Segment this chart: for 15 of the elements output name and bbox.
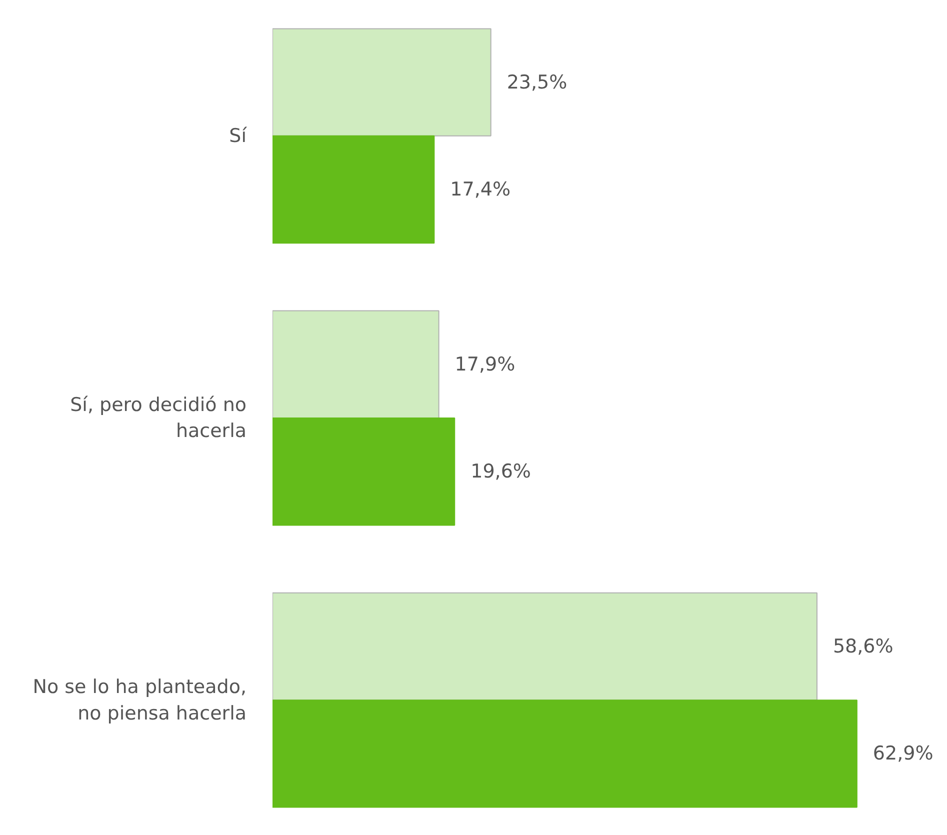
- y-tick-label: Sí: [229, 124, 248, 147]
- data-label: 62,9%: [872, 742, 934, 765]
- y-tick-label: Sí, pero decidió no hacerla: [70, 394, 247, 442]
- bar: [272, 135, 435, 244]
- data-label: 17,9%: [454, 353, 516, 376]
- data-label: 19,6%: [470, 460, 531, 483]
- bar: [272, 28, 492, 136]
- bar: [272, 418, 456, 526]
- data-label: 23,5%: [506, 71, 568, 94]
- y-tick-label: No se lo ha planteado, no piensa hacerla: [32, 676, 247, 724]
- bar: [272, 310, 440, 418]
- data-label: 58,6%: [832, 635, 894, 658]
- data-label: 17,4%: [450, 178, 511, 201]
- bar: [272, 700, 858, 808]
- bar: [272, 592, 818, 701]
